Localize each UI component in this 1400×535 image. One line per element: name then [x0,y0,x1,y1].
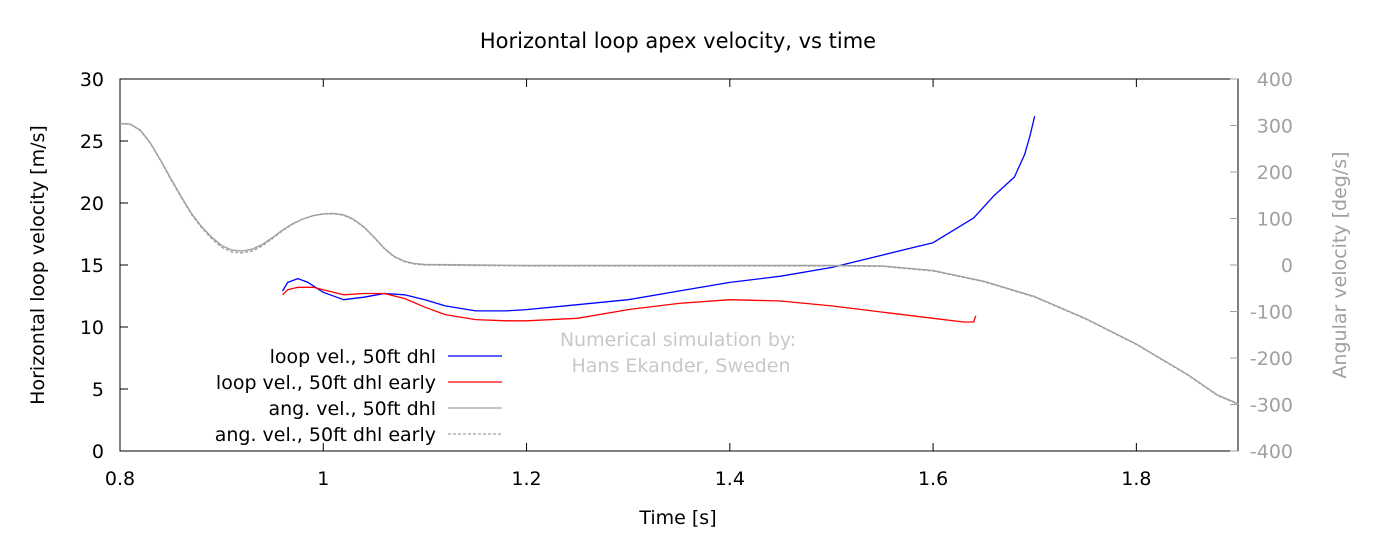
legend: loop vel., 50ft dhl loop vel., 50ft dhl e… [215,346,502,446]
x-tick-label: 1 [317,468,329,490]
y2-tick-label: 300 [1257,116,1293,138]
annotation: Numerical simulation by: Hans Ekander, S… [560,329,796,377]
chart-title: Horizontal loop apex velocity, vs time [480,29,876,53]
x-tick-label: 1.2 [511,468,541,490]
legend-label: loop vel., 50ft dhl [270,346,436,368]
x-axis-ticks: 0.8 1 1.2 1.4 1.6 1.8 [105,79,1151,490]
x-tick-label: 1.8 [1121,468,1151,490]
y-axis-label: Horizontal loop velocity [m/s] [27,125,49,405]
y2-tick-label: 0 [1281,255,1293,277]
legend-label: loop vel., 50ft dhl early [216,372,436,394]
x-tick-label: 0.8 [105,468,135,490]
legend-label: ang. vel., 50ft dhl [268,398,436,420]
y2-tick-label: 200 [1257,162,1293,184]
y2-tick-label: 400 [1257,69,1293,91]
x-tick-label: 1.4 [715,468,745,490]
y-tick-label: 15 [80,255,104,277]
y2-axis-ticks: -400 -300 -200 -100 0 100 200 300 400 [1230,69,1293,463]
y-tick-label: 5 [92,379,104,401]
y2-tick-label: -300 [1250,395,1293,417]
series-line-loop-vel-50ft-dhl [282,116,1036,312]
series-line-ang-vel-50ft-dhl-early [119,122,1239,405]
annotation-line-1: Numerical simulation by: [560,329,796,351]
annotation-line-2: Hans Ekander, Sweden [572,355,791,377]
y-tick-label: 10 [80,317,104,339]
y-tick-label: 30 [80,69,104,91]
series-lines [119,116,1239,405]
x-tick-label: 1.6 [918,468,948,490]
y2-tick-label: -200 [1250,348,1293,370]
y2-axis-label: Angular velocity [deg/s] [1329,151,1351,378]
y2-tick-label: -400 [1250,441,1293,463]
series-line-ang-vel-50ft-dhl [119,122,1239,405]
legend-label: ang. vel., 50ft dhl early [215,424,436,446]
y-axis-ticks: 0 5 10 15 20 25 30 [80,69,128,463]
y2-tick-label: 100 [1257,209,1293,231]
series-line-loop-vel-50ft-dhl-early [282,286,977,323]
y-tick-label: 20 [80,193,104,215]
y-tick-label: 0 [92,441,104,463]
y-tick-label: 25 [80,131,104,153]
y2-tick-label: -100 [1250,302,1293,324]
x-axis-label: Time [s] [638,507,716,529]
